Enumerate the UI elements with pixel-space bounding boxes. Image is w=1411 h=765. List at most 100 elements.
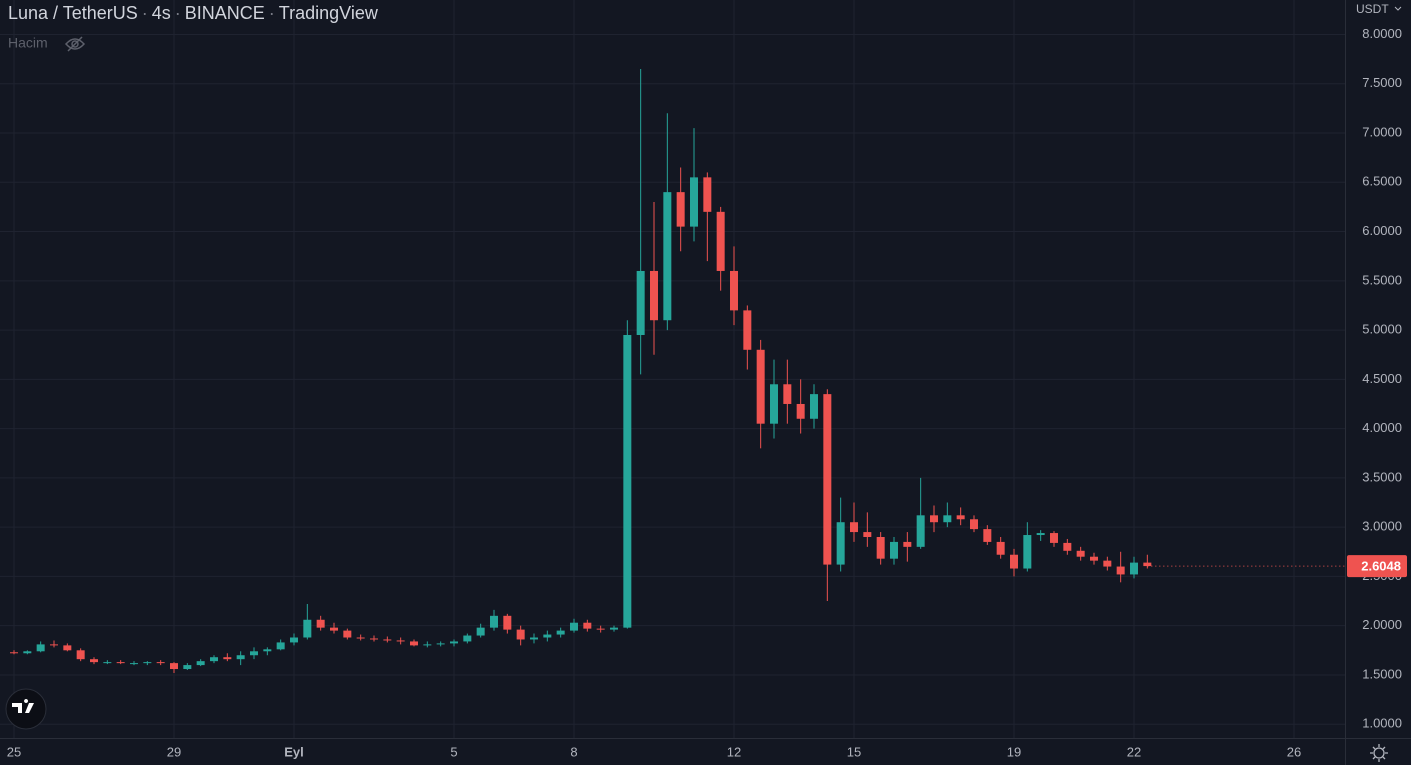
y-tick-label: 4.5000 — [1362, 371, 1402, 386]
last-price-label: 2.6048 — [1361, 559, 1401, 574]
candles — [10, 68, 1345, 673]
y-tick-label: 1.0000 — [1362, 716, 1402, 731]
candle-body — [916, 515, 925, 547]
candle-body — [1116, 566, 1125, 575]
candle-body — [1010, 554, 1018, 569]
currency-caret[interactable] — [1394, 6, 1402, 11]
candle-body — [663, 192, 672, 321]
candle-body — [263, 649, 272, 652]
candle-body — [930, 515, 938, 523]
x-tick-label: 22 — [1127, 744, 1141, 759]
y-tick-label: 5.5000 — [1362, 272, 1402, 287]
candle-body — [343, 630, 352, 638]
candle-body — [490, 615, 498, 628]
candle-body — [876, 536, 885, 559]
interval: 4s — [152, 3, 171, 23]
candle-body — [596, 628, 605, 630]
candle-body — [316, 619, 325, 628]
tradingview-logo[interactable] — [5, 688, 47, 730]
y-tick-label: 5.0000 — [1362, 322, 1402, 337]
candle-body — [903, 541, 912, 547]
candle-body — [530, 637, 538, 640]
candle-body — [956, 515, 965, 520]
candle-body — [690, 177, 698, 227]
candle-body — [396, 640, 405, 642]
candle-body — [756, 349, 765, 424]
y-tick-label: 7.0000 — [1362, 124, 1402, 139]
candle-body — [196, 661, 205, 666]
candle-body — [836, 522, 845, 565]
x-tick-label: 15 — [847, 744, 861, 759]
hide-icon[interactable] — [64, 36, 86, 52]
candle-body — [236, 655, 245, 660]
candle-body — [703, 177, 712, 212]
y-tick-label: 3.0000 — [1362, 519, 1402, 534]
candle-body — [223, 657, 232, 660]
symbol: Luna / TetherUS — [8, 3, 138, 23]
candle-body — [770, 384, 778, 424]
candle-body — [810, 394, 818, 419]
candle-body — [210, 657, 218, 662]
candle-body — [890, 541, 898, 559]
currency-label[interactable]: USDT — [1356, 2, 1389, 16]
candle-body — [103, 662, 112, 664]
candle-body — [170, 663, 178, 670]
x-tick-label: 12 — [727, 744, 741, 759]
grid — [0, 0, 1345, 738]
candle-body — [10, 652, 18, 654]
y-tick-label: 6.5000 — [1362, 174, 1402, 189]
x-tick-label: Eyl — [284, 744, 304, 759]
candle-body — [1130, 562, 1138, 575]
candle-body — [743, 310, 752, 350]
candle-body — [730, 270, 738, 311]
candle-body — [570, 622, 578, 631]
separator: · — [175, 3, 181, 23]
candle-body — [1143, 562, 1152, 567]
candle-body — [156, 662, 165, 664]
candle-body — [610, 627, 618, 630]
candle-body — [476, 627, 485, 636]
candle-body — [183, 665, 192, 670]
candle-body — [1090, 556, 1098, 561]
candle-body — [650, 270, 658, 321]
y-tick-label: 8.0000 — [1362, 26, 1402, 41]
candle-body — [23, 651, 32, 654]
candle-body — [636, 270, 645, 336]
candle-body — [116, 662, 125, 664]
candle-body — [543, 634, 552, 638]
candle-body — [250, 651, 258, 656]
candle-body — [1076, 550, 1085, 557]
candle-body — [1050, 533, 1058, 543]
y-tick-label: 2.0000 — [1362, 617, 1402, 632]
candle-body — [463, 635, 472, 642]
candle-body — [436, 643, 445, 645]
candle-body — [970, 519, 978, 530]
candle-body — [383, 639, 392, 641]
source: TradingView — [279, 3, 379, 23]
x-tick-label: 29 — [167, 744, 181, 759]
volume-label[interactable]: Hacim — [8, 35, 48, 51]
candle-body — [330, 627, 338, 631]
y-tick-label: 4.0000 — [1362, 420, 1402, 435]
candle-body — [356, 637, 365, 639]
candle-body — [783, 384, 792, 404]
candle-body — [996, 541, 1005, 555]
candle-body — [716, 211, 725, 271]
candle-body — [1023, 535, 1032, 569]
candle-body — [556, 630, 565, 635]
x-tick-label: 5 — [450, 744, 457, 759]
candle-body — [516, 629, 525, 640]
candle-body — [370, 638, 378, 640]
candle-body — [50, 644, 58, 646]
candle-body — [676, 192, 685, 227]
candle-body — [983, 529, 992, 542]
candle-body — [450, 641, 458, 644]
candle-body — [36, 644, 45, 652]
y-tick-label: 1.5000 — [1362, 666, 1402, 681]
candle-body — [410, 641, 418, 646]
settings-icon[interactable] — [1370, 744, 1388, 762]
candle-body — [823, 394, 832, 565]
